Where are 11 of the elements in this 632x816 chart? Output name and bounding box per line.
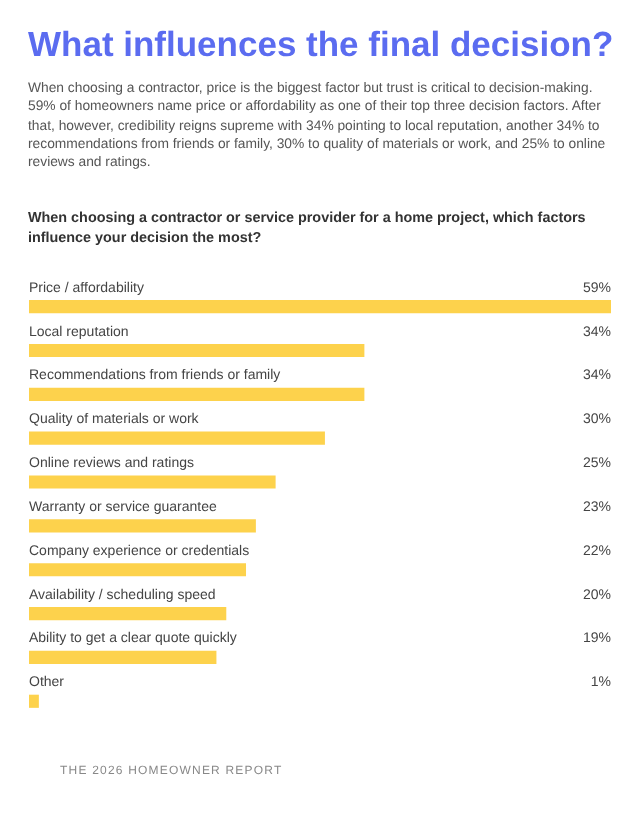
bar [29,300,611,314]
bar [29,694,39,708]
chart-title: What influences the final decision? [28,22,614,68]
bar [29,519,256,533]
bar [29,387,365,401]
bar [29,563,247,577]
bar [29,343,365,358]
bar [29,650,217,664]
bar [29,607,227,621]
bar [29,431,325,445]
bar [29,475,276,489]
